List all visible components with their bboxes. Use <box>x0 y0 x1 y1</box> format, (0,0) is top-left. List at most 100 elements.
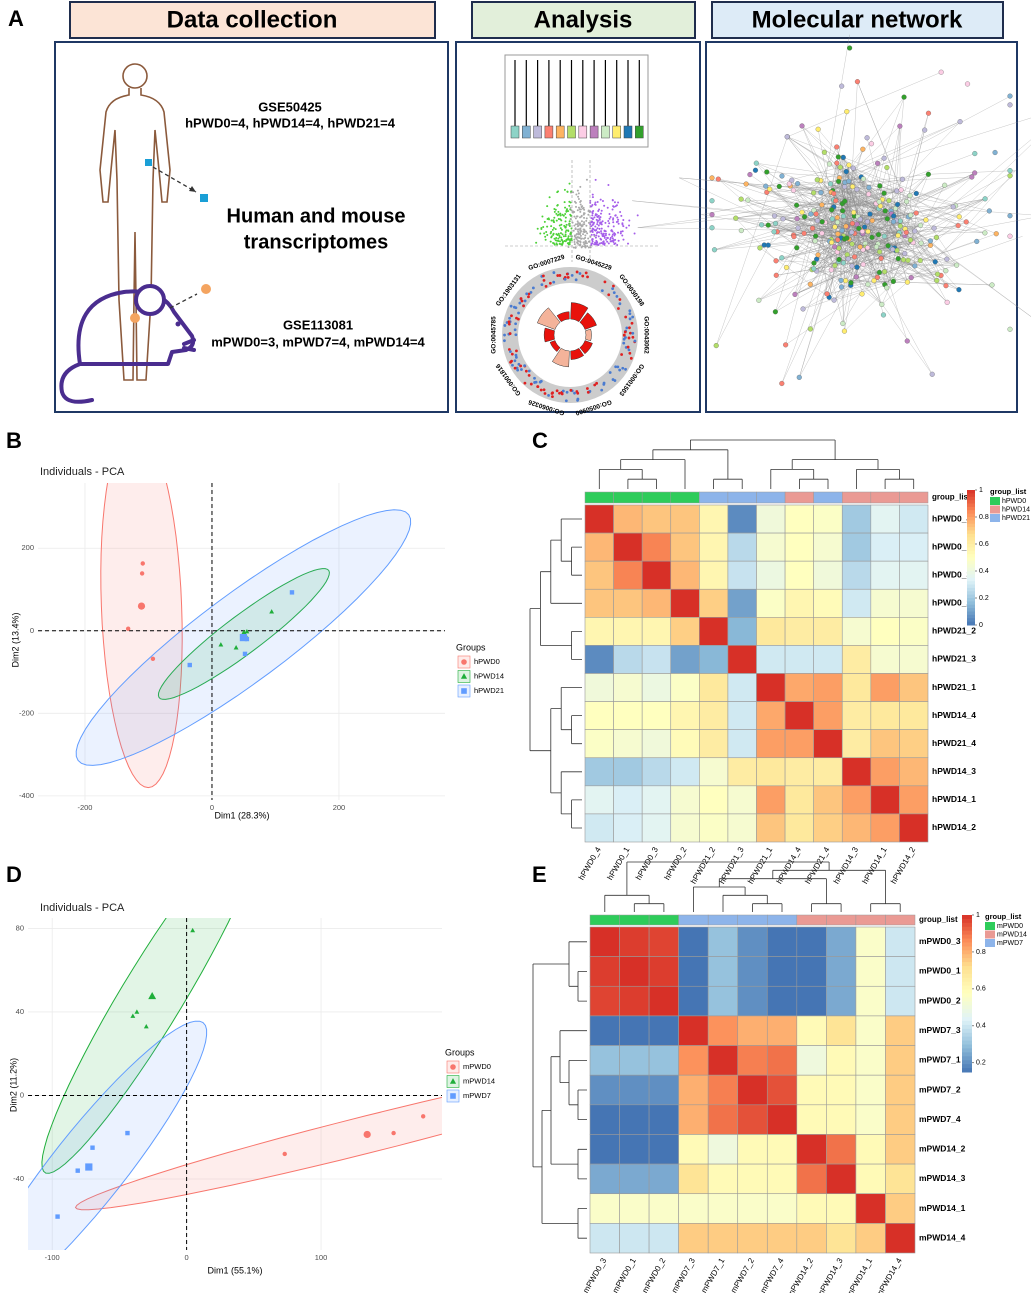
volcano-dot <box>573 238 576 241</box>
legend-label: hPWD0 <box>1002 498 1026 505</box>
go-dot <box>516 368 520 372</box>
legend-label: hPWD0 <box>474 657 500 666</box>
chart-title: Individuals - PCA <box>40 902 125 914</box>
network-node <box>738 196 744 202</box>
network-edge <box>842 186 845 211</box>
color-key <box>967 594 975 599</box>
network-node <box>789 177 795 183</box>
volcano-dot <box>583 221 586 224</box>
legend-label: mPWD14 <box>997 931 1027 938</box>
network-edge <box>758 268 814 301</box>
network-node <box>879 301 885 307</box>
volcano-dot <box>587 237 590 240</box>
heatmap-cell <box>589 985 620 1017</box>
volcano-dot <box>622 238 625 241</box>
go-dot <box>515 349 518 353</box>
network-node <box>955 223 961 229</box>
row-label: mPWD14_1 <box>919 1203 966 1213</box>
volcano-dot <box>544 238 547 241</box>
volcano-dot <box>600 241 603 244</box>
annotation-cell <box>641 491 672 504</box>
volcano-dot <box>561 239 564 242</box>
network-edge <box>821 194 869 234</box>
heatmap-cell <box>813 617 843 646</box>
network-node <box>831 297 837 303</box>
network-node <box>843 223 849 229</box>
network-node <box>790 187 797 193</box>
color-key <box>967 500 975 504</box>
volcano-dot <box>603 242 606 245</box>
network-node <box>826 161 833 167</box>
go-dot <box>543 392 547 395</box>
network-node <box>869 234 875 240</box>
network-node <box>912 228 918 234</box>
legend-label: hPWD21 <box>474 686 504 695</box>
go-dot <box>574 278 578 282</box>
row-label: mPWD7_1 <box>919 1055 961 1065</box>
heatmap-cell <box>670 504 700 534</box>
color-key-label: 0.6 <box>979 541 989 548</box>
volcano-dot <box>573 215 576 218</box>
network-node <box>772 309 778 315</box>
heatmap-cell <box>899 785 929 815</box>
volcano-dot <box>584 236 587 239</box>
heatmap-cell <box>584 560 614 590</box>
volcano-dot <box>576 220 579 223</box>
legend-title: Groups <box>445 1047 475 1057</box>
volcano-dot <box>609 216 612 219</box>
network-node <box>954 262 960 268</box>
go-dot <box>525 292 529 296</box>
volcano-dot <box>557 190 560 193</box>
volcano-dot <box>601 199 604 202</box>
network-node <box>846 178 852 184</box>
color-key-label: 0.2 <box>979 595 989 602</box>
volcano-dot <box>611 235 614 238</box>
heatmap-cell <box>899 617 929 646</box>
heatmap-cell <box>870 617 900 646</box>
heatmap-cell <box>826 1015 857 1046</box>
volcano-dot <box>606 240 609 243</box>
volcano-dot <box>557 237 560 240</box>
legend-title: group_list <box>990 487 1027 496</box>
go-dot <box>503 339 506 343</box>
volcano-dot <box>554 239 557 242</box>
volcano-dot <box>557 210 560 213</box>
volcano-dot <box>600 209 603 212</box>
network-node <box>801 230 807 236</box>
network-node <box>918 240 924 246</box>
network-node <box>885 243 891 249</box>
go-wedge <box>543 327 555 343</box>
network-edge <box>756 163 864 180</box>
volcano-dot <box>597 224 600 227</box>
heatmap-cell <box>670 532 700 562</box>
volcano-dot <box>611 237 614 240</box>
go-dot <box>517 311 520 315</box>
samples: hPWD0=4, hPWD14=4, hPWD21=4 <box>185 115 396 130</box>
network-node <box>842 184 848 190</box>
row-label: hPWD21_3 <box>932 654 976 664</box>
network-node <box>890 278 896 285</box>
network-node <box>904 199 910 205</box>
volcano-dot <box>613 201 616 204</box>
heatmap-cell <box>796 1045 827 1076</box>
volcano-dot <box>580 214 583 217</box>
network-node <box>895 201 901 208</box>
heatmap-cell <box>796 1074 827 1106</box>
network-node <box>943 268 949 274</box>
network-edge <box>845 280 993 286</box>
network-node <box>884 164 890 171</box>
go-dot <box>615 295 619 298</box>
volcano-dot <box>601 233 604 236</box>
thumb-box <box>510 125 520 139</box>
color-key-label: 0.4 <box>976 1023 986 1030</box>
heatmap-cell <box>584 645 614 674</box>
volcano-dot <box>577 198 580 201</box>
network-node <box>850 184 856 190</box>
network-node <box>964 81 971 87</box>
heatmap-cell <box>670 560 700 590</box>
network-node <box>828 267 834 273</box>
row-label: mPWD14_2 <box>919 1144 966 1154</box>
network-node <box>875 160 881 166</box>
volcano-dot <box>549 232 552 235</box>
annotation-cell <box>885 914 916 926</box>
